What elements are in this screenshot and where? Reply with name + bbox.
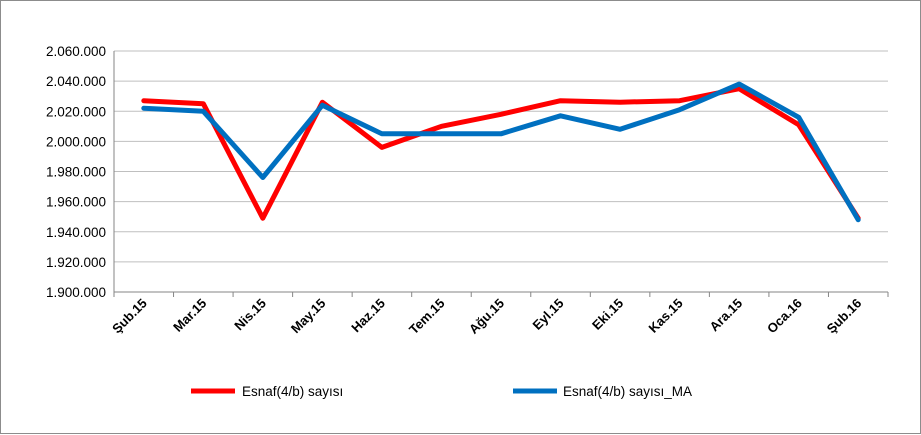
gridlines (114, 50, 888, 293)
y-tick-label: 2.020.000 (46, 104, 106, 119)
series-line-2 (141, 81, 861, 223)
x-tick-label: Şub.16 (824, 296, 865, 337)
x-tick-label: May.15 (288, 296, 329, 337)
x-tick-label: Ara.15 (707, 296, 746, 335)
y-axis: 1.900.000 1.920.000 1.940.000 1.960.000 1.98… (46, 44, 115, 300)
y-tick-label: 1.920.000 (46, 255, 106, 270)
legend: Esnaf(4/b) sayısı Esnaf(4/b) sayısı_MA (191, 384, 692, 399)
y-tick-label: 2.040.000 (46, 74, 106, 89)
y-tick-label: 1.960.000 (46, 195, 106, 210)
x-tick-label: Oca.16 (764, 296, 805, 337)
x-tick-label: Kas.15 (645, 296, 685, 336)
series-lines (141, 81, 861, 223)
legend-label-2: Esnaf(4/b) sayısı_MA (563, 384, 692, 399)
y-tick-label: 1.900.000 (46, 285, 106, 300)
x-tick-label: Eyl.15 (529, 296, 566, 333)
x-tick-label: Haz.15 (348, 296, 388, 336)
x-tick-label: Nis.15 (231, 296, 269, 334)
y-tick-label: 1.940.000 (46, 225, 106, 240)
y-tick-label: 1.980.000 (46, 165, 106, 180)
x-axis: Şub.15 Mar.15 Nis.15 May.15 Haz.15 Tem.15 Ağu.… (109, 291, 889, 338)
x-tick-label: Şub.15 (109, 296, 150, 337)
x-tick-label: Tem.15 (406, 296, 448, 338)
x-tick-label: Eki.15 (589, 296, 626, 333)
x-tick-label: Mar.15 (170, 296, 209, 335)
x-tick-label: Ağu.15 (466, 296, 507, 337)
legend-label-1: Esnaf(4/b) sayısı (242, 384, 343, 399)
series-line-1 (141, 86, 861, 221)
y-tick-label: 2.060.000 (46, 44, 106, 59)
y-tick-label: 2.000.000 (46, 134, 106, 149)
